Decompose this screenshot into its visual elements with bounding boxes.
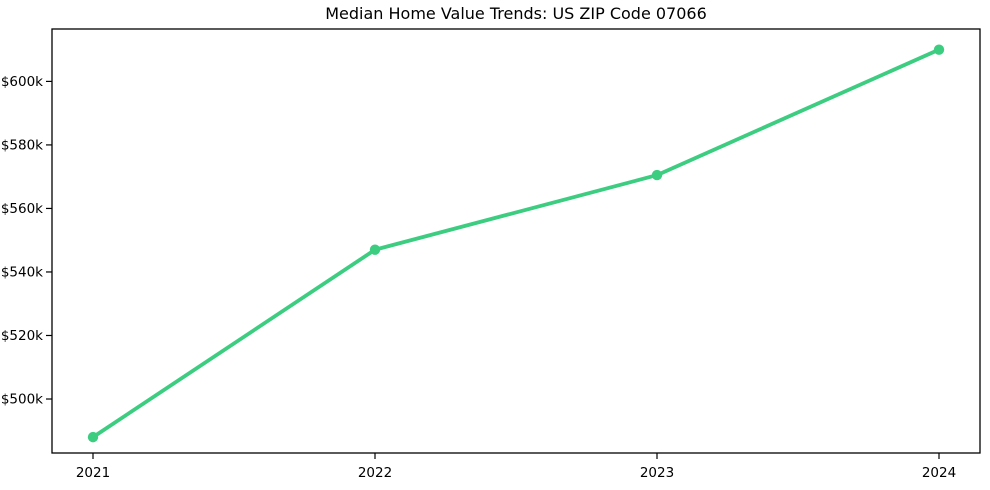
- x-tick-label: 2024: [922, 465, 956, 481]
- y-tick-label: $520k: [1, 328, 43, 344]
- data-point-2024: [933, 44, 945, 55]
- y-tick-label: $600k: [1, 74, 43, 90]
- x-tick-label: 2021: [76, 465, 110, 481]
- data-point-2023: [651, 169, 663, 181]
- y-tick-label: $540k: [1, 264, 43, 280]
- x-tick-label: 2023: [640, 465, 674, 481]
- y-tick-label: $580k: [1, 137, 43, 153]
- trend-line: [91, 47, 941, 440]
- x-tick-label: 2022: [358, 465, 392, 481]
- plot-border: [51, 28, 981, 454]
- y-tick-label: $500k: [1, 392, 43, 408]
- y-tick-label: $560k: [1, 201, 43, 217]
- chart-title: Median Home Value Trends: US ZIP Code 07…: [325, 4, 707, 23]
- data-point-2022: [369, 244, 381, 255]
- data-point-2021: [87, 431, 99, 443]
